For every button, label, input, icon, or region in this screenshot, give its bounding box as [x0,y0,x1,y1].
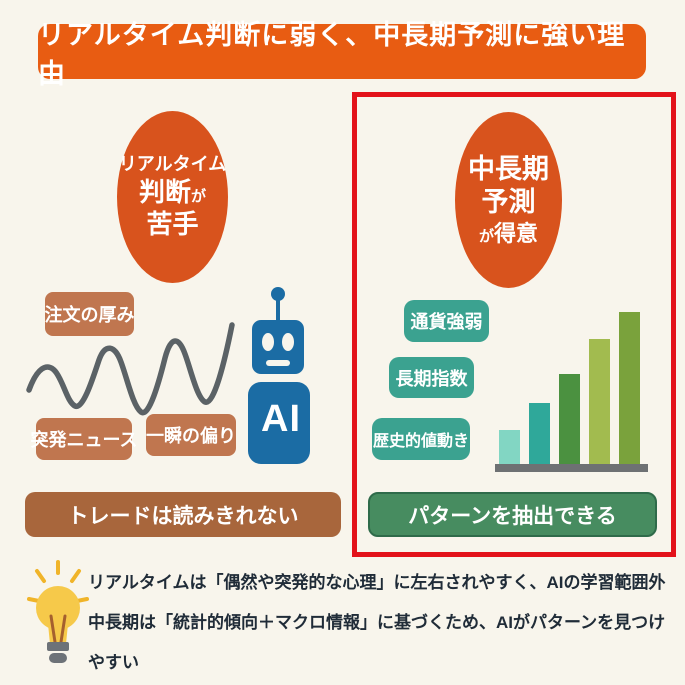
right-bubble-line3: が得意 [479,220,538,248]
left-bubble-line2: 判断が [139,176,206,209]
ai-label: AI [261,398,301,440]
left-bubble-line1: リアルタイム [118,154,227,175]
ai-robot-icon [248,287,310,464]
note-line-1: リアルタイムは「偶然や突発的な心理」に左右されやすく、AIの学習範囲外 [88,573,666,592]
bar-chart-baseline [495,464,648,472]
tag-historical-moves: 歴史的値動き [372,418,470,460]
tag-sudden-news: 突発ニュース [30,418,138,460]
chart-bar-1 [499,430,520,464]
note-line-2: 中長期は「統計的傾向＋マクロ情報」に基づくため、AIがパターンを見つけ [88,613,666,632]
price-wave-icon [26,322,235,416]
chart-bar-4 [589,339,610,464]
chart-bar-3 [559,374,580,464]
left-bubble-line2-main: 判断 [138,176,191,207]
bar-chart [495,308,648,472]
note-line-3: やすい [88,653,139,672]
chart-bar-2 [529,403,550,464]
bar-chart-bars [499,312,640,464]
lightbulb-icon [27,560,89,663]
right-bubble-line3-small: が [478,228,494,245]
right-bubble-line2: 予測 [481,187,536,218]
right-conclusion-banner: パターンを抽出できる [368,492,657,537]
right-bubble-line1: 中長期 [468,153,549,184]
tag-order-depth: 注文の厚み [45,292,135,336]
right-bubble-line3-main: 得意 [494,221,539,246]
chart-bar-5 [619,312,640,464]
tag-longterm-index: 長期指数 [389,357,474,398]
explanation-note: リアルタイムは「偶然や突発的な心理」に左右されやすく、AIの学習範囲外 中長期は… [88,563,672,683]
tag-momentary-bias: 一瞬の偏り [146,414,236,456]
tag-currency-strength: 通貨強弱 [404,300,489,342]
header-title: リアルタイム判断に弱く、中長期予測に強い理由 [38,20,646,89]
left-bubble: リアルタイム 判断が 苦手 [117,111,228,283]
right-bubble: 中長期 予測 が得意 [455,112,562,288]
left-bubble-line2-small: が [191,187,207,205]
left-conclusion-banner: トレードは読みきれない [25,492,341,537]
left-bubble-line3: 苦手 [146,209,199,240]
